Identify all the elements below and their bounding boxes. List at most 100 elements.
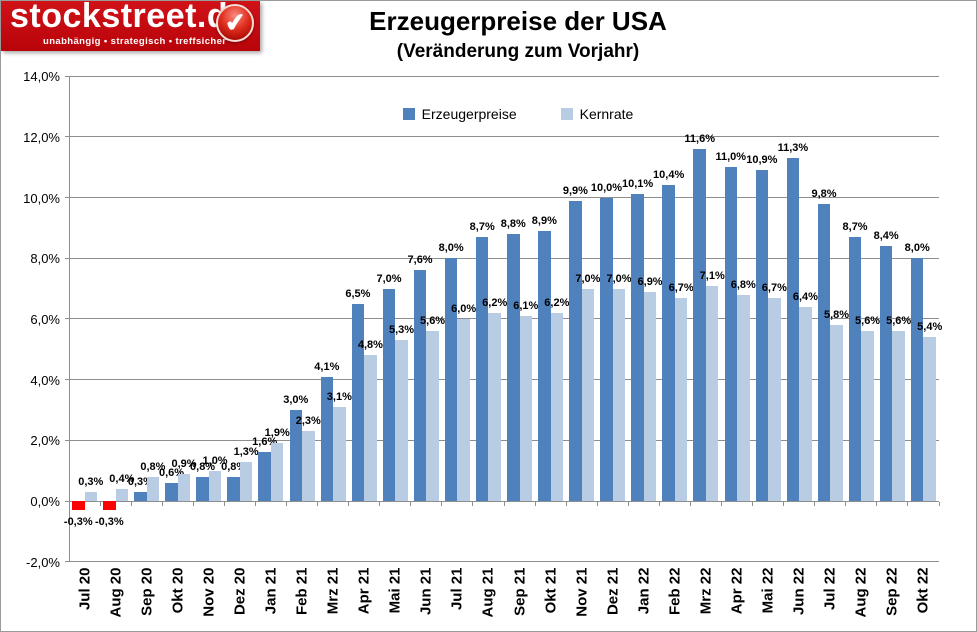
data-label: 6,2% [544, 296, 570, 309]
x-axis-tick [254, 502, 256, 506]
gridline [69, 197, 939, 198]
data-label: 3,1% [326, 390, 352, 403]
x-axis-tick [223, 502, 225, 506]
kernrate-bar [830, 324, 843, 501]
erzeugerpreise-bar [910, 258, 924, 501]
x-axis-tick [938, 502, 940, 506]
x-axis-tick [379, 502, 381, 506]
data-label: -0,3% [94, 516, 124, 529]
erzeugerpreise-bar [848, 236, 862, 501]
x-axis-tick [627, 502, 629, 506]
gridline [69, 561, 939, 563]
gridline [69, 257, 939, 259]
data-label: 0,4% [109, 472, 135, 485]
kernrate-bar [302, 431, 315, 501]
gridline [69, 439, 939, 441]
x-axis-tick [99, 502, 101, 506]
erzeugerpreise-bar [413, 270, 427, 501]
legend-swatch-icon [402, 108, 415, 120]
y-axis-line [69, 76, 70, 562]
gridline [69, 318, 939, 320]
kernrate-bar [395, 340, 408, 501]
data-label: 2,3% [295, 415, 321, 428]
kernrate-bar [270, 443, 284, 501]
data-label: 11,0% [715, 151, 747, 164]
x-axis-label: Mai 21 [386, 567, 404, 614]
erzeugerpreise-bar [289, 409, 303, 501]
x-axis-label: Jun 21 [417, 567, 435, 616]
gridline [69, 500, 939, 502]
data-label: 11,6% [684, 132, 715, 145]
data-label: 6,5% [345, 287, 371, 300]
data-label: 4,8% [357, 339, 383, 352]
legend-swatch-icon [560, 108, 573, 120]
x-axis-label: Okt 22 [914, 567, 932, 614]
erzeugerpreise-bar [662, 185, 675, 501]
x-axis-label: Apr 22 [728, 567, 746, 615]
erzeugerpreise-bar [786, 158, 800, 501]
x-axis-tick [286, 502, 287, 506]
data-label: 5,6% [886, 315, 912, 328]
legend-label: Kernrate [579, 106, 634, 122]
erzeugerpreise-bar [631, 194, 644, 501]
data-label: 7,1% [699, 269, 725, 282]
kernrate-bar [208, 470, 222, 501]
data-label: 1,3% [233, 445, 259, 458]
data-label: -0,3% [63, 516, 93, 529]
gridline [69, 379, 939, 381]
kernrate-bar [892, 331, 905, 501]
data-label: 10,9% [746, 154, 778, 167]
y-axis-label: 2,0% [30, 433, 60, 449]
data-label: 1,9% [264, 427, 290, 440]
x-axis-tick [565, 502, 567, 506]
x-axis-label: Apr 21 [355, 567, 373, 615]
y-axis-label: 6,0% [30, 311, 60, 327]
erzeugerpreise-bar-negative [103, 501, 116, 511]
x-axis-tick [317, 502, 319, 506]
x-axis-label: Sep 21 [511, 567, 529, 616]
x-axis-label: Mrz 21 [324, 567, 342, 615]
y-axis-tick [65, 136, 69, 138]
x-axis-tick [596, 502, 598, 506]
y-axis-label: 4,0% [30, 372, 60, 388]
y-axis-tick [65, 379, 69, 381]
x-axis-tick [534, 502, 536, 506]
data-label: 7,0% [606, 272, 632, 285]
chart-subtitle: (Veränderung zum Vorjahr) [396, 41, 640, 62]
data-label: 8,7% [842, 220, 868, 233]
kernrate-bar [799, 306, 812, 501]
erzeugerpreise-bar [320, 376, 334, 501]
data-label: 9,9% [562, 184, 588, 197]
erzeugerpreise-bar-negative [72, 501, 85, 511]
erzeugerpreise-bar [724, 167, 738, 501]
x-axis-tick [658, 502, 660, 506]
y-axis-tick [65, 75, 69, 77]
x-axis-label: Aug 21 [479, 567, 497, 618]
kernrate-bar [550, 312, 564, 501]
data-label: 8,8% [500, 217, 526, 230]
x-axis-label: Sep 20 [138, 567, 156, 616]
kernrate-bar [84, 491, 98, 501]
kernrate-bar [768, 297, 781, 501]
data-label: 8,0% [438, 242, 464, 255]
x-axis-tick [814, 502, 816, 506]
erzeugerpreise-bar [507, 233, 520, 501]
kernrate-bar [612, 288, 626, 501]
check-glyph: ✔ [223, 7, 247, 38]
data-label: 6,7% [761, 281, 787, 294]
y-axis-tick [65, 197, 69, 198]
data-label: 6,7% [668, 281, 694, 294]
kernrate-bar [519, 315, 533, 501]
x-axis-label: Mai 22 [759, 567, 777, 614]
x-axis-tick [752, 502, 754, 506]
x-axis-tick [503, 502, 505, 506]
erzeugerpreise-bar [817, 203, 831, 501]
x-axis-label: Sep 22 [883, 567, 901, 616]
kernrate-bar [488, 312, 501, 501]
x-axis-label: Jul 20 [76, 567, 94, 611]
kernrate-bar [457, 318, 470, 501]
data-label: 6,8% [730, 278, 756, 291]
data-label: 8,7% [469, 220, 495, 233]
x-axis-label: Jul 21 [448, 567, 466, 611]
data-label: 0,8% [140, 460, 166, 473]
